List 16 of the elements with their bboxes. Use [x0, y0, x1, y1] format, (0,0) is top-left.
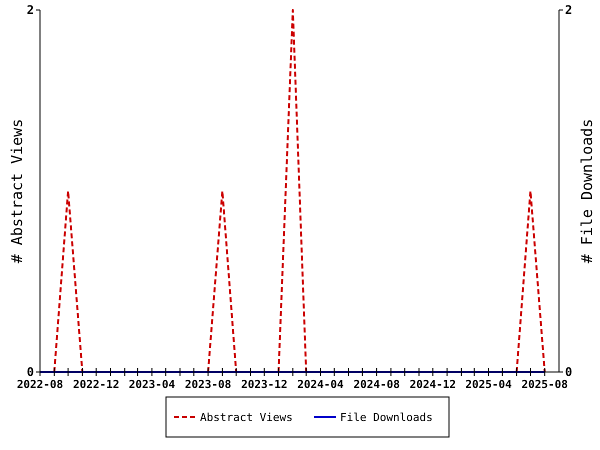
legend-label: File Downloads [340, 411, 433, 424]
y-axis-title: # Abstract Views [8, 118, 26, 264]
x-tick-label: 2024-08 [353, 378, 400, 391]
y2-tick-label: 0 [565, 365, 572, 379]
y2-tick-label: 2 [565, 3, 572, 17]
legend-label: Abstract Views [200, 411, 293, 424]
x-tick-label: 2023-04 [128, 378, 176, 391]
y2-axis-title: # File Downloads [578, 118, 596, 264]
x-tick-label: 2023-12 [241, 378, 288, 391]
x-tick-label: 2022-08 [16, 378, 64, 391]
x-tick-label: 2024-04 [297, 378, 344, 391]
x-tick-label: 2025-04 [465, 378, 512, 391]
x-tick-label: 2023-08 [184, 378, 232, 391]
x-tick-label: 2025-08 [522, 378, 568, 391]
x-tick-label: 2022-12 [73, 378, 120, 391]
x-tick-label: 2024-12 [410, 378, 456, 391]
